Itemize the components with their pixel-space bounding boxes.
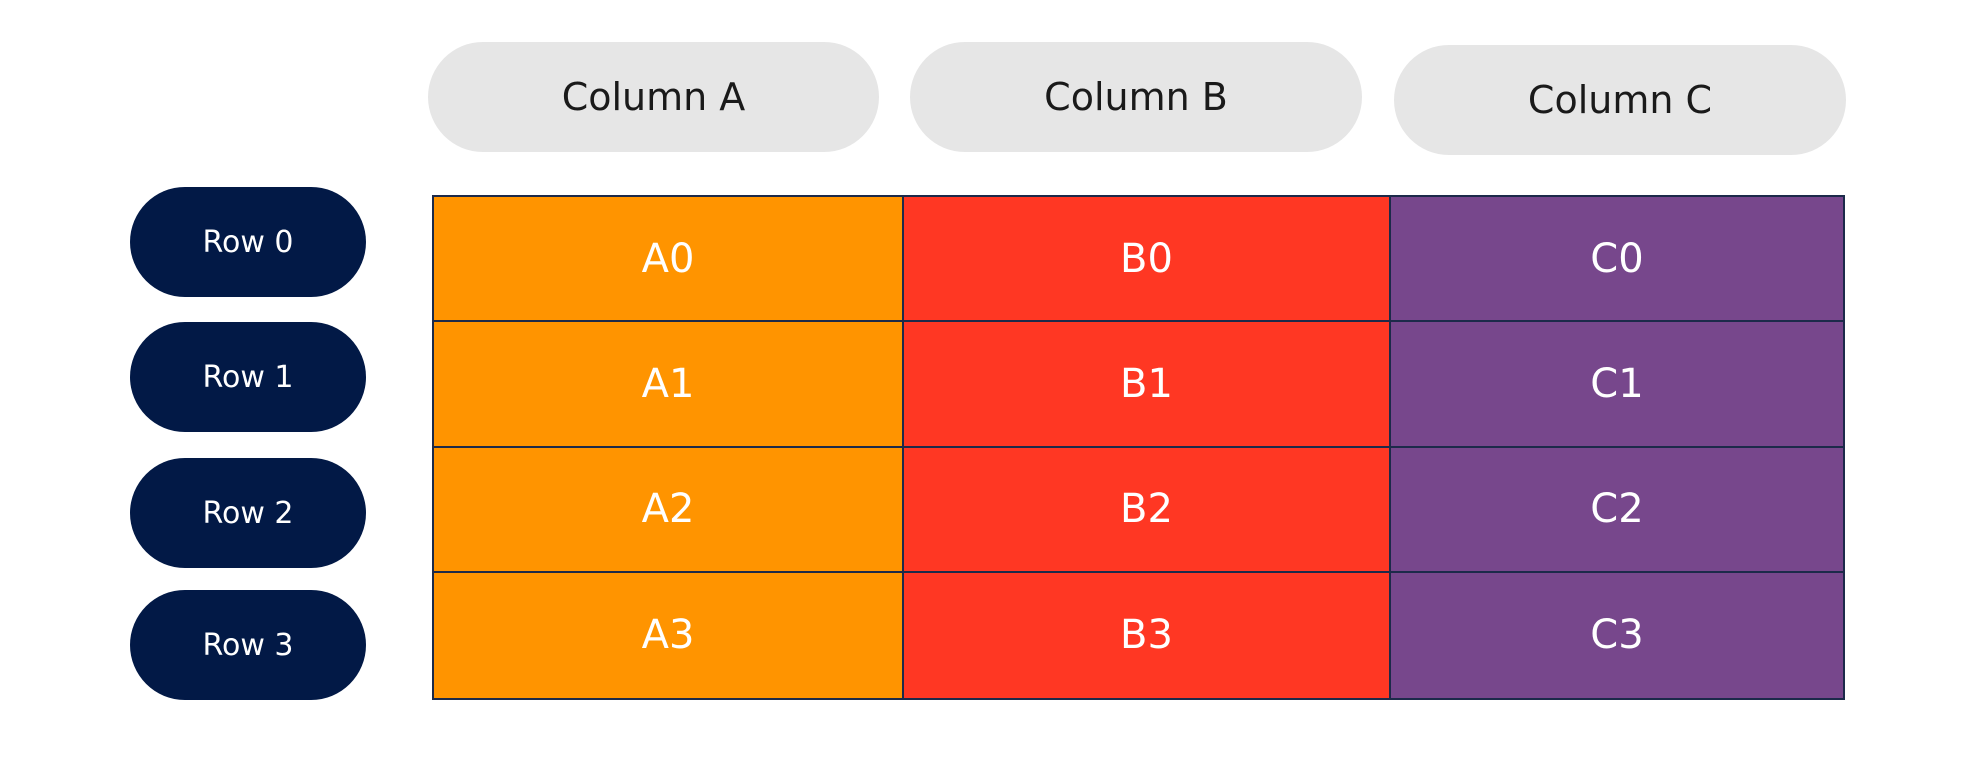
cell-a3: A3 <box>434 572 904 698</box>
cell-c2: C2 <box>1391 447 1843 573</box>
column-header-c: Column C <box>1394 45 1846 155</box>
row-header-2: Row 2 <box>130 458 366 568</box>
cell-c3: C3 <box>1391 572 1843 698</box>
cell-b0: B0 <box>904 197 1391 323</box>
cell-a1: A1 <box>434 322 904 448</box>
row-header-3: Row 3 <box>130 590 366 700</box>
column-header-a: Column A <box>428 42 879 152</box>
cell-c0: C0 <box>1391 197 1843 323</box>
cell-a2: A2 <box>434 447 904 573</box>
cell-b3: B3 <box>904 572 1391 698</box>
cell-c1: C1 <box>1391 322 1843 448</box>
cell-a0: A0 <box>434 197 904 323</box>
column-header-b: Column B <box>910 42 1362 152</box>
grid-table: A0 B0 C0 A1 B1 C1 A2 B2 C2 A3 B3 C3 <box>432 195 1845 700</box>
cell-b2: B2 <box>904 447 1391 573</box>
cell-b1: B1 <box>904 322 1391 448</box>
row-header-0: Row 0 <box>130 187 366 297</box>
row-header-1: Row 1 <box>130 322 366 432</box>
